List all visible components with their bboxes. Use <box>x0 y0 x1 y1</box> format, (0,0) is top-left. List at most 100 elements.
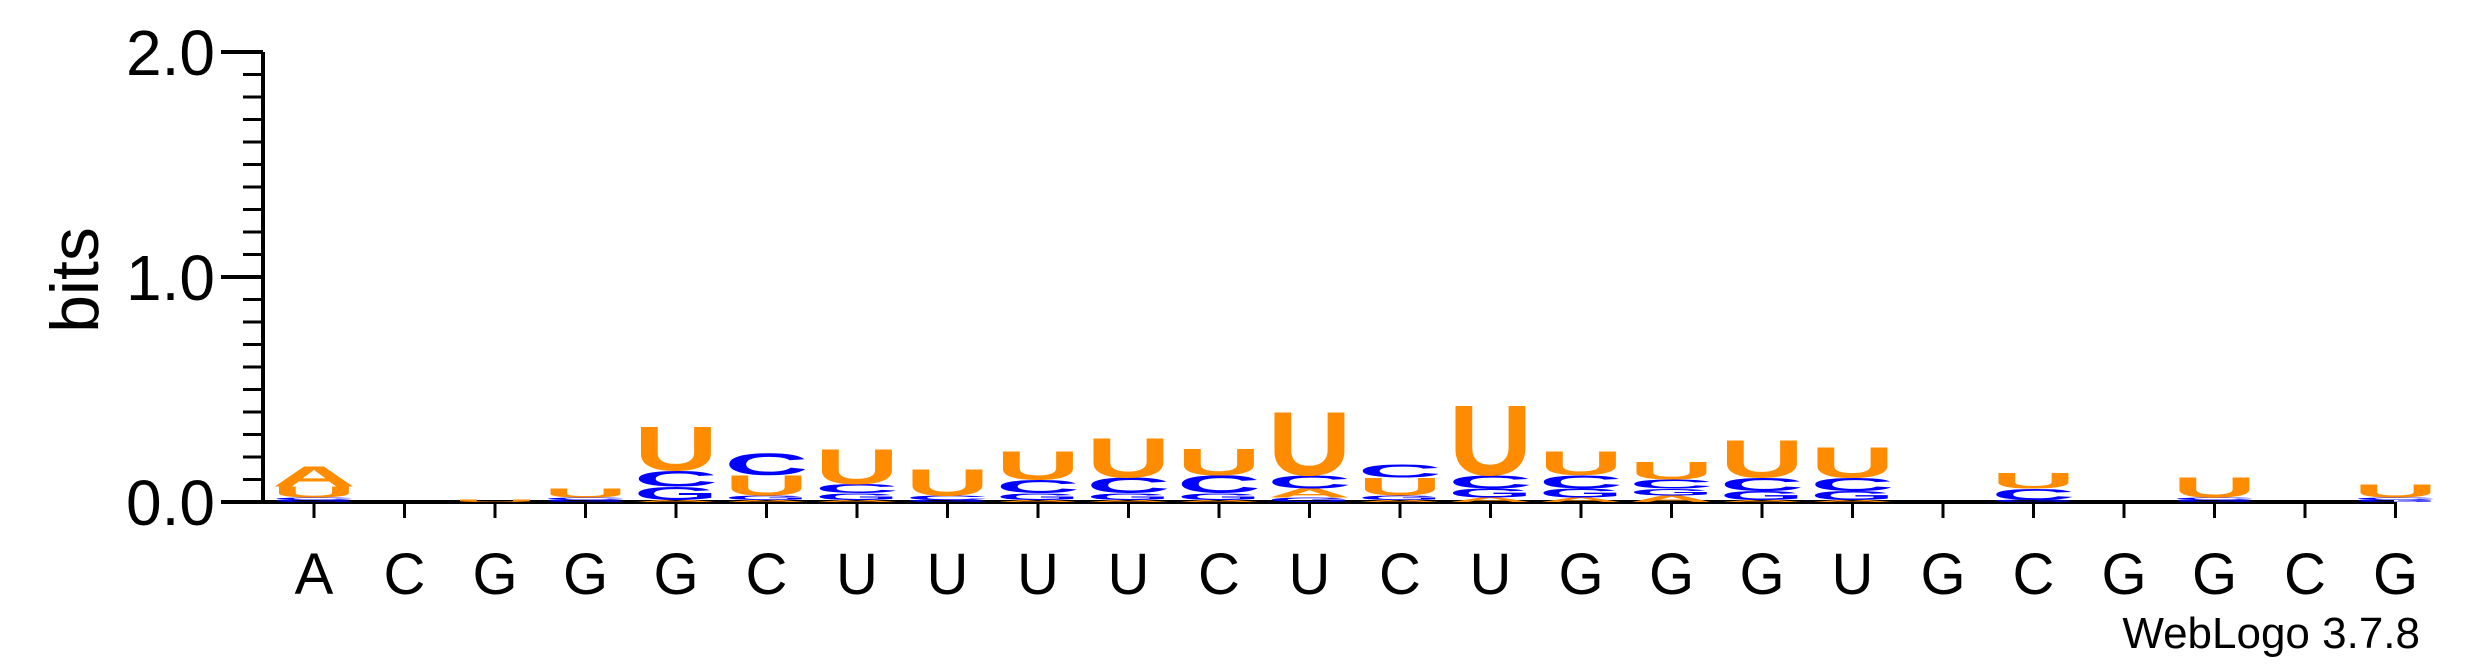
logo-glyph-u: U <box>1087 426 1171 489</box>
logo-glyph-c: C <box>1992 486 2076 504</box>
logo-glyph-u: U <box>1358 473 1442 501</box>
logo-glyph-u: U <box>906 462 990 504</box>
x-tick-label: G <box>1920 542 1965 607</box>
logo-glyph-g: G <box>272 499 356 503</box>
logo-glyph-c: C <box>544 497 628 501</box>
logo-glyph-c: C <box>996 476 1080 497</box>
logo-glyph-u: U <box>2354 481 2438 502</box>
logo-glyph-g: G <box>996 491 1080 501</box>
x-tick-label: C <box>1379 542 1421 607</box>
x-tick-label: G <box>1558 542 1603 607</box>
logo-glyph-c: C <box>272 497 356 501</box>
logo-glyph-a: A <box>1811 499 1895 503</box>
logo-glyph-u: U <box>1449 385 1533 497</box>
logo-glyph-a: A <box>1087 499 1171 503</box>
logo-glyph-a: A <box>815 499 899 503</box>
logo-glyph-g: G <box>1358 494 1442 501</box>
logo-glyph-g: G <box>815 491 899 501</box>
logo-glyph-c: C <box>1720 474 1804 495</box>
logo-glyph-c: C <box>1177 471 1261 499</box>
x-tick-label: G <box>472 542 517 607</box>
y-axis-label: bits <box>37 227 113 333</box>
y-tick-label: 1.0 <box>126 242 215 314</box>
logo-glyph-g: G <box>1177 491 1261 501</box>
x-tick-label: G <box>1649 542 1694 607</box>
logo-glyph-u: U <box>996 443 1080 488</box>
x-tick-label: U <box>927 542 969 607</box>
logo-glyph-g: G <box>2173 499 2257 503</box>
x-tick-label: U <box>1470 542 1512 607</box>
x-tick-label: C <box>2284 542 2326 607</box>
logo-glyph-u: U <box>1811 438 1895 487</box>
logo-glyph-c: C <box>1449 472 1533 493</box>
x-tick-label: G <box>1739 542 1784 607</box>
logo-glyph-a: A <box>1358 499 1442 503</box>
logo-glyph-u: U <box>634 413 718 484</box>
logo-glyph-c: C <box>725 447 809 482</box>
logo-glyph-u: U <box>1539 444 1623 483</box>
x-tick-label: A <box>295 542 334 607</box>
logo-glyph-a: A <box>1268 486 1352 500</box>
logo-glyph-u: U <box>1720 429 1804 489</box>
logo-glyph-a: A <box>996 499 1080 503</box>
logo-glyph-g: G <box>725 494 809 501</box>
logo-glyph-a: A <box>1630 494 1714 504</box>
logo-glyph-u: U <box>1177 442 1261 484</box>
logo-glyph-u: U <box>1630 457 1714 485</box>
x-tick-label: U <box>1108 542 1150 607</box>
logo-glyph-g: G <box>1087 491 1171 501</box>
logo-glyph-a: A <box>272 460 356 492</box>
y-axis: 0.0 1.0 2.0 <box>126 17 265 539</box>
x-tick-label: U <box>1289 542 1331 607</box>
logo-glyph-c: C <box>2354 497 2438 501</box>
logo-glyph-u: U <box>544 486 628 500</box>
logo-glyph-u: U <box>453 499 537 503</box>
logo-glyph-u: U <box>2173 472 2257 504</box>
y-tick-label: 2.0 <box>126 17 215 89</box>
logo-glyph-u: U <box>725 469 809 501</box>
x-tick-label: U <box>836 542 878 607</box>
logo-glyph-c: C <box>634 467 718 492</box>
logo-glyph-a: A <box>1720 499 1804 503</box>
x-tick-label: C <box>2013 542 2055 607</box>
logo-glyph-g: G <box>1811 488 1895 502</box>
x-tick-label: G <box>2373 542 2418 607</box>
logo-glyph-c: C <box>1358 460 1442 481</box>
logo-glyph-g: G <box>2354 499 2438 503</box>
logo-glyph-a: A <box>1449 496 1533 503</box>
logo-glyph-g: G <box>1630 487 1714 497</box>
logo-glyph-c: C <box>1268 472 1352 493</box>
logo-glyph-g: G <box>1992 499 2076 503</box>
x-tick-label: G <box>2101 542 2146 607</box>
x-tick-label: G <box>2192 542 2237 607</box>
x-tick-label: G <box>653 542 698 607</box>
logo-glyph-a: A <box>725 499 809 503</box>
logo-glyph-g: G <box>906 499 990 503</box>
y-tick-label: 0.0 <box>126 467 215 539</box>
logo-glyph-g: G <box>634 483 718 504</box>
logo-glyph-g: G <box>1268 496 1352 503</box>
logo-glyph-u: U <box>1268 393 1352 495</box>
logo-glyph-c: C <box>906 494 990 501</box>
logo-glyph-c: C <box>1087 473 1171 498</box>
logo-glyph-c: C <box>2173 497 2257 501</box>
logo-glyph-g: G <box>1720 488 1804 502</box>
logo-glyph-a: A <box>1539 496 1623 503</box>
logo-glyph-u: U <box>815 438 899 495</box>
x-tick-label: C <box>1198 542 1240 607</box>
logo-glyph-u: U <box>1992 469 2076 494</box>
logo-glyph-c: C <box>1539 472 1623 493</box>
logo-glyph-u: U <box>272 483 356 501</box>
logo-glyph-c: C <box>1630 477 1714 491</box>
weblogo-credit: WebLogo 3.7.8 <box>2122 609 2420 658</box>
logo-glyph-g: G <box>544 499 628 503</box>
logo-glyph-a: A <box>1177 499 1261 503</box>
x-tick-label: C <box>746 542 788 607</box>
x-tick-label: C <box>384 542 426 607</box>
x-tick-label: G <box>563 542 608 607</box>
x-tick-label: U <box>1832 542 1874 607</box>
x-tick-label: U <box>1017 542 1059 607</box>
